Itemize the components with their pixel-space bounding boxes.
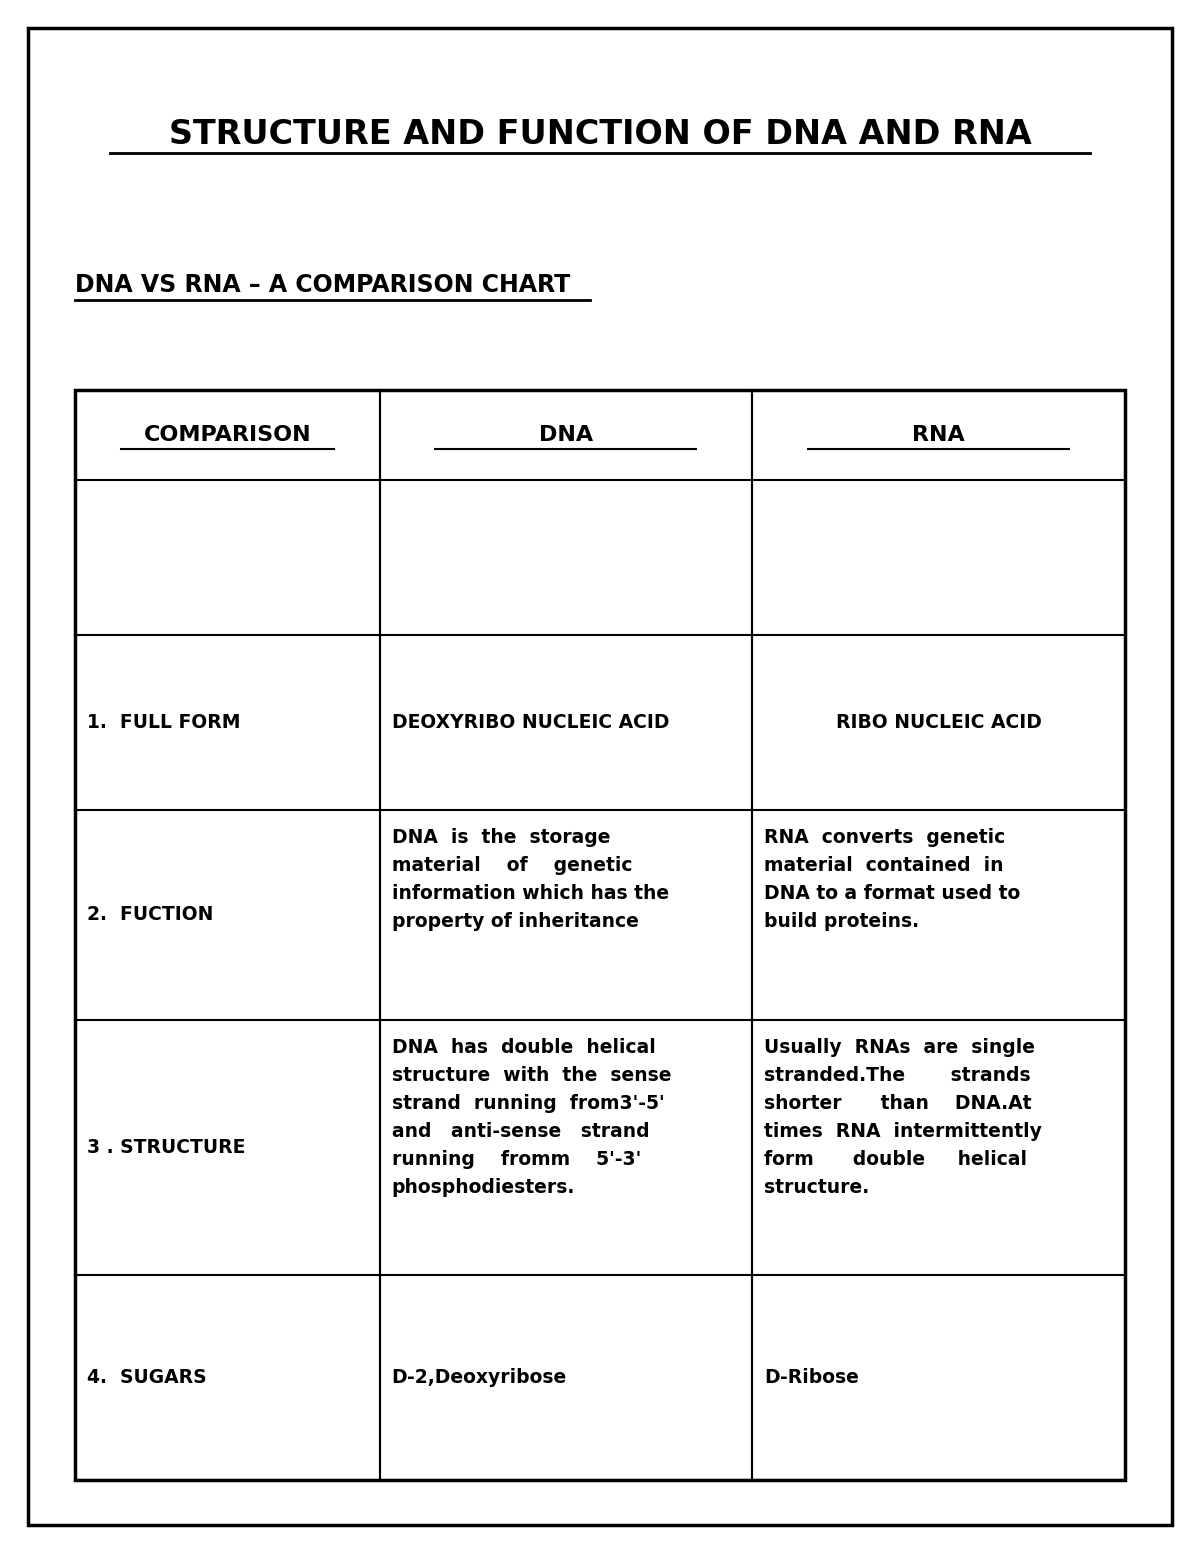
- Text: RNA: RNA: [912, 426, 965, 446]
- Text: DNA  has  double  helical
structure  with  the  sense
strand  running  from3'-5': DNA has double helical structure with th…: [391, 1037, 671, 1197]
- Text: STRUCTURE AND FUNCTION OF DNA AND RNA: STRUCTURE AND FUNCTION OF DNA AND RNA: [169, 118, 1031, 152]
- Text: RNA  converts  genetic
material  contained  in
DNA to a format used to
build pro: RNA converts genetic material contained …: [764, 828, 1020, 930]
- Text: COMPARISON: COMPARISON: [144, 426, 311, 446]
- Text: 4.  SUGARS: 4. SUGARS: [88, 1368, 206, 1387]
- Text: 1.  FULL FORM: 1. FULL FORM: [88, 713, 240, 731]
- Bar: [74, 390, 1126, 1480]
- Text: 2.  FUCTION: 2. FUCTION: [88, 905, 214, 924]
- Text: DEOXYRIBO NUCLEIC ACID: DEOXYRIBO NUCLEIC ACID: [391, 713, 670, 731]
- Text: 3 . STRUCTURE: 3 . STRUCTURE: [88, 1138, 245, 1157]
- Text: Usually  RNAs  are  single
stranded.The       strands
shorter      than    DNA.A: Usually RNAs are single stranded.The str…: [764, 1037, 1042, 1197]
- Text: DNA  is  the  storage
material    of    genetic
information which has the
proper: DNA is the storage material of genetic i…: [391, 828, 668, 930]
- Text: DNA: DNA: [539, 426, 593, 446]
- Text: D-2,Deoxyribose: D-2,Deoxyribose: [391, 1368, 566, 1387]
- Text: D-Ribose: D-Ribose: [764, 1368, 859, 1387]
- Text: DNA VS RNA – A COMPARISON CHART: DNA VS RNA – A COMPARISON CHART: [74, 273, 570, 297]
- Text: RIBO NUCLEIC ACID: RIBO NUCLEIC ACID: [835, 713, 1042, 731]
